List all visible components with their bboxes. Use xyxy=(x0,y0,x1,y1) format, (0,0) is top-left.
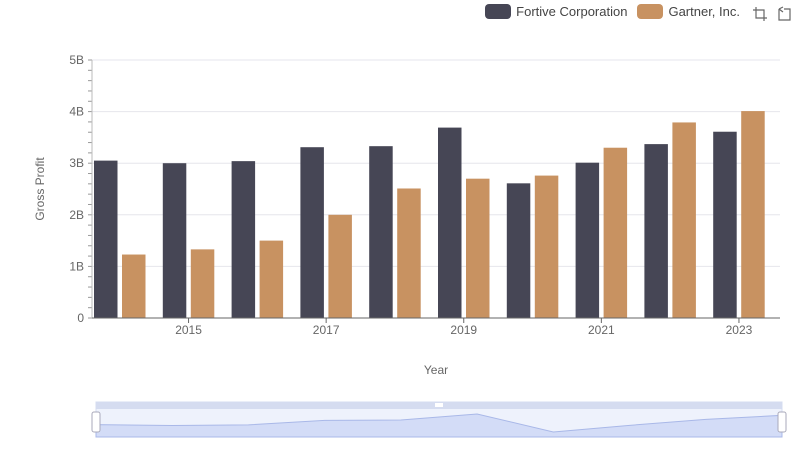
y-tick-label: 3B xyxy=(69,156,84,170)
x-tick-label: 2019 xyxy=(450,323,477,337)
zoom-reset-icon[interactable] xyxy=(776,6,792,22)
bar-fortive[interactable] xyxy=(506,183,531,318)
chart-legend: Fortive Corporation Gartner, Inc. xyxy=(485,4,740,19)
bar-fortive[interactable] xyxy=(231,161,256,318)
bar-fortive[interactable] xyxy=(300,147,324,318)
slider-handle-left[interactable] xyxy=(91,411,101,433)
legend-label-fortive: Fortive Corporation xyxy=(516,4,628,19)
bar-gartner[interactable] xyxy=(122,254,146,318)
bar-fortive[interactable] xyxy=(575,162,600,318)
bar-gartner[interactable] xyxy=(672,122,696,318)
legend-label-gartner: Gartner, Inc. xyxy=(668,4,740,19)
bar-gartner[interactable] xyxy=(259,240,284,318)
x-tick-label: 2023 xyxy=(726,323,753,337)
y-tick-label: 4B xyxy=(69,105,84,119)
bar-gartner[interactable] xyxy=(741,111,765,318)
y-tick-label: 2B xyxy=(69,208,84,222)
bar-fortive[interactable] xyxy=(713,131,737,318)
legend-item-fortive[interactable]: Fortive Corporation xyxy=(485,4,627,19)
y-tick-label: 0 xyxy=(77,311,84,325)
bar-fortive[interactable] xyxy=(94,160,118,318)
y-tick-label: 5B xyxy=(69,53,84,67)
slider-drag-grip[interactable] xyxy=(435,403,443,407)
legend-item-gartner[interactable]: Gartner, Inc. xyxy=(637,4,740,19)
y-axis-title: Gross Profit xyxy=(33,157,47,221)
y-tick-label: 1B xyxy=(69,259,84,273)
x-tick-label: 2015 xyxy=(175,323,202,337)
zoom-select-icon[interactable] xyxy=(752,6,768,22)
bars xyxy=(94,111,765,318)
y-axis: 0 1B 2B 3B 4B 5B xyxy=(69,53,93,325)
data-zoom-slider[interactable] xyxy=(91,401,787,438)
bar-gartner[interactable] xyxy=(190,249,215,318)
bar-fortive[interactable] xyxy=(644,144,668,318)
bar-fortive[interactable] xyxy=(162,163,187,318)
bar-gartner[interactable] xyxy=(397,188,421,318)
x-axis: 2015 2017 2019 2021 2023 xyxy=(92,317,780,337)
bar-gartner[interactable] xyxy=(328,214,352,318)
x-tick-label: 2017 xyxy=(313,323,340,337)
bar-gartner[interactable] xyxy=(534,175,559,318)
bar-gartner[interactable] xyxy=(603,147,628,318)
x-axis-title: Year xyxy=(424,363,448,377)
legend-swatch-fortive xyxy=(485,4,512,19)
bar-fortive[interactable] xyxy=(438,127,462,318)
slider-handle-right[interactable] xyxy=(777,411,787,433)
x-tick-label: 2021 xyxy=(588,323,615,337)
bar-fortive[interactable] xyxy=(369,146,393,318)
legend-swatch-gartner xyxy=(637,4,664,19)
bar-gartner[interactable] xyxy=(466,178,490,318)
chart-toolbar xyxy=(752,6,792,22)
